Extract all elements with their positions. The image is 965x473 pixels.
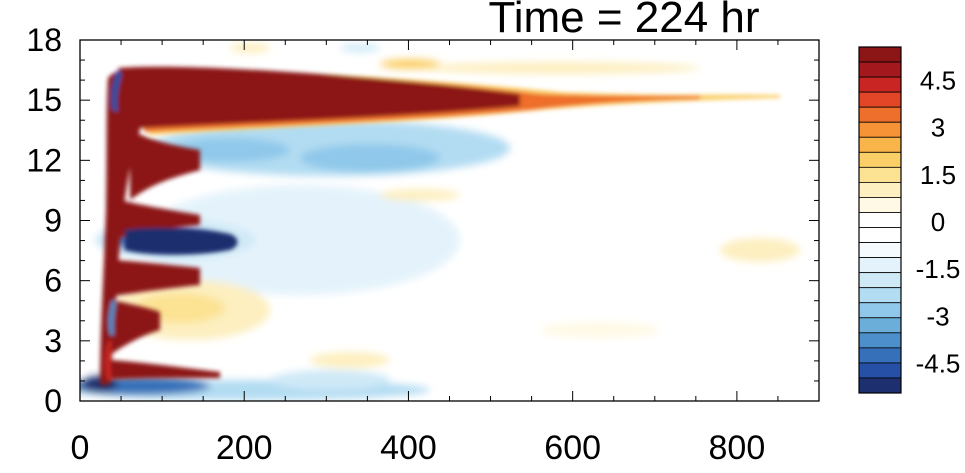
colorbar-swatch xyxy=(858,242,902,259)
colorbar-swatch xyxy=(858,332,902,349)
colorbar-swatch xyxy=(858,227,902,243)
colorbar-swatch xyxy=(858,347,902,364)
y-tick-label: 0 xyxy=(44,383,62,419)
colorbar-swatch xyxy=(858,61,902,78)
colorbar-swatch xyxy=(858,46,902,63)
x-tick-label: 800 xyxy=(709,429,766,467)
x-axis: 0 200 400 600 800 xyxy=(71,40,820,467)
colorbar-swatch xyxy=(858,121,902,138)
colorbar-swatch xyxy=(858,76,902,93)
y-tick-label: 9 xyxy=(44,203,62,239)
contour-field xyxy=(80,43,800,400)
colorbar-swatch xyxy=(858,136,902,153)
x-tick-label: 200 xyxy=(216,429,273,467)
colorbar-swatch xyxy=(858,151,902,168)
colorbar-swatch xyxy=(858,212,902,228)
x-tick-label: 400 xyxy=(380,429,437,467)
colorbar-swatch xyxy=(858,91,902,108)
x-tick-label: 600 xyxy=(544,429,601,467)
colorbar-label: 1.5 xyxy=(920,160,956,190)
y-tick-label: 6 xyxy=(44,263,62,299)
colorbar-swatch xyxy=(858,362,902,379)
chart-title: Time = 224 hr xyxy=(488,0,759,42)
y-tick-label: 18 xyxy=(26,22,62,58)
colorbar-swatch xyxy=(858,317,902,334)
colorbar-frame xyxy=(858,46,902,394)
colorbar: 4.5 3 1.5 0 -1.5 -3 -4.5 xyxy=(858,46,961,394)
y-tick-label: 12 xyxy=(26,142,62,178)
colorbar-label: -1.5 xyxy=(916,254,961,284)
colorbar-label: -4.5 xyxy=(916,349,961,379)
x-tick-label: 0 xyxy=(71,429,90,467)
colorbar-label: -3 xyxy=(926,301,949,331)
colorbar-swatch xyxy=(858,106,902,123)
colorbar-label: 0 xyxy=(931,207,945,237)
y-axis: 0 3 6 9 12 15 18 xyxy=(26,22,819,419)
colorbar-swatch xyxy=(858,181,902,198)
colorbar-swatch xyxy=(858,302,902,319)
y-tick-label: 15 xyxy=(26,82,62,118)
colorbar-swatch xyxy=(858,272,902,289)
colorbar-swatch xyxy=(858,197,902,213)
colorbar-swatch xyxy=(858,287,902,304)
colorbar-swatch xyxy=(858,166,902,183)
colorbar-swatch xyxy=(858,377,902,394)
colorbar-label: 4.5 xyxy=(920,65,956,95)
colorbar-label: 3 xyxy=(931,113,945,143)
y-tick-label: 3 xyxy=(44,323,62,359)
colorbar-swatch xyxy=(858,257,902,274)
